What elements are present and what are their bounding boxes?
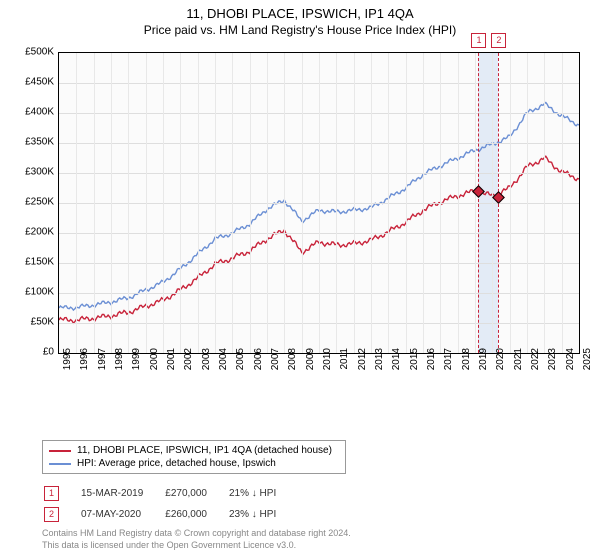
x-axis-label: 2013 xyxy=(374,348,385,388)
legend-swatch xyxy=(49,463,71,465)
legend: 11, DHOBI PLACE, IPSWICH, IP1 4QA (detac… xyxy=(42,440,346,474)
x-axis-label: 1999 xyxy=(131,348,142,388)
x-axis-label: 2006 xyxy=(253,348,264,388)
marker-number: 1 xyxy=(471,33,486,48)
x-axis-label: 2018 xyxy=(461,348,472,388)
y-axis-label: £250K xyxy=(18,197,54,208)
x-axis-label: 1997 xyxy=(97,348,108,388)
x-axis-label: 2001 xyxy=(166,348,177,388)
x-axis-label: 2000 xyxy=(149,348,160,388)
legend-item: HPI: Average price, detached house, Ipsw… xyxy=(49,457,339,470)
x-axis-label: 2003 xyxy=(201,348,212,388)
x-axis-label: 2021 xyxy=(513,348,524,388)
x-axis-label: 2009 xyxy=(305,348,316,388)
x-axis-label: 2012 xyxy=(357,348,368,388)
x-axis-label: 2011 xyxy=(339,348,350,388)
marker-number: 2 xyxy=(491,33,506,48)
txn-date: 15-MAR-2019 xyxy=(81,484,163,503)
row-marker: 2 xyxy=(44,507,59,522)
txn-diff: 23% ↓ HPI xyxy=(229,505,296,524)
x-axis-label: 1998 xyxy=(114,348,125,388)
x-axis-label: 1995 xyxy=(62,348,73,388)
y-axis-label: £50K xyxy=(18,317,54,328)
x-axis-label: 2025 xyxy=(582,348,593,388)
y-axis-label: £100K xyxy=(18,287,54,298)
txn-price: £260,000 xyxy=(165,505,227,524)
x-axis-label: 2005 xyxy=(235,348,246,388)
chart-area: 12 £0 £50K £100K £150K £200K £250K £300K £350K £… xyxy=(16,46,584,396)
chart-subtitle: Price paid vs. HM Land Registry's House … xyxy=(0,21,600,41)
y-axis-label: £0 xyxy=(18,347,54,358)
table-row: 1 15-MAR-2019£270,00021% ↓ HPI xyxy=(44,484,296,503)
y-axis-label: £200K xyxy=(18,227,54,238)
chart-title: 11, DHOBI PLACE, IPSWICH, IP1 4QA xyxy=(0,0,600,21)
x-axis-label: 2024 xyxy=(565,348,576,388)
x-axis-label: 2002 xyxy=(183,348,194,388)
x-axis-label: 2017 xyxy=(443,348,454,388)
table-row: 2 07-MAY-2020£260,00023% ↓ HPI xyxy=(44,505,296,524)
x-axis-label: 2023 xyxy=(547,348,558,388)
footer-attribution: Contains HM Land Registry data © Crown c… xyxy=(42,528,351,551)
marker-line xyxy=(478,53,479,353)
x-axis-label: 2004 xyxy=(218,348,229,388)
txn-diff: 21% ↓ HPI xyxy=(229,484,296,503)
plot-area: 12 xyxy=(58,52,580,354)
legend-item: 11, DHOBI PLACE, IPSWICH, IP1 4QA (detac… xyxy=(49,444,339,457)
legend-label: 11, DHOBI PLACE, IPSWICH, IP1 4QA (detac… xyxy=(77,445,332,456)
x-axis-label: 2022 xyxy=(530,348,541,388)
x-axis-label: 2016 xyxy=(426,348,437,388)
x-axis-label: 2008 xyxy=(287,348,298,388)
y-axis-label: £400K xyxy=(18,107,54,118)
x-axis-label: 2014 xyxy=(391,348,402,388)
row-marker: 1 xyxy=(44,486,59,501)
x-axis-label: 2007 xyxy=(270,348,281,388)
y-axis-label: £350K xyxy=(18,137,54,148)
legend-label: HPI: Average price, detached house, Ipsw… xyxy=(77,458,276,469)
footer-line-1: Contains HM Land Registry data © Crown c… xyxy=(42,528,351,540)
x-axis-label: 2020 xyxy=(495,348,506,388)
footer-line-2: This data is licensed under the Open Gov… xyxy=(42,540,351,552)
y-axis-label: £300K xyxy=(18,167,54,178)
transaction-table: 1 15-MAR-2019£270,00021% ↓ HPI 2 07-MAY-202… xyxy=(42,482,298,526)
y-axis-label: £150K xyxy=(18,257,54,268)
legend-swatch xyxy=(49,450,71,452)
x-axis-label: 2019 xyxy=(478,348,489,388)
x-axis-label: 1996 xyxy=(79,348,90,388)
y-axis-label: £450K xyxy=(18,77,54,88)
y-axis-label: £500K xyxy=(18,47,54,58)
txn-price: £270,000 xyxy=(165,484,227,503)
txn-date: 07-MAY-2020 xyxy=(81,505,163,524)
x-axis-label: 2010 xyxy=(322,348,333,388)
x-axis-label: 2015 xyxy=(409,348,420,388)
